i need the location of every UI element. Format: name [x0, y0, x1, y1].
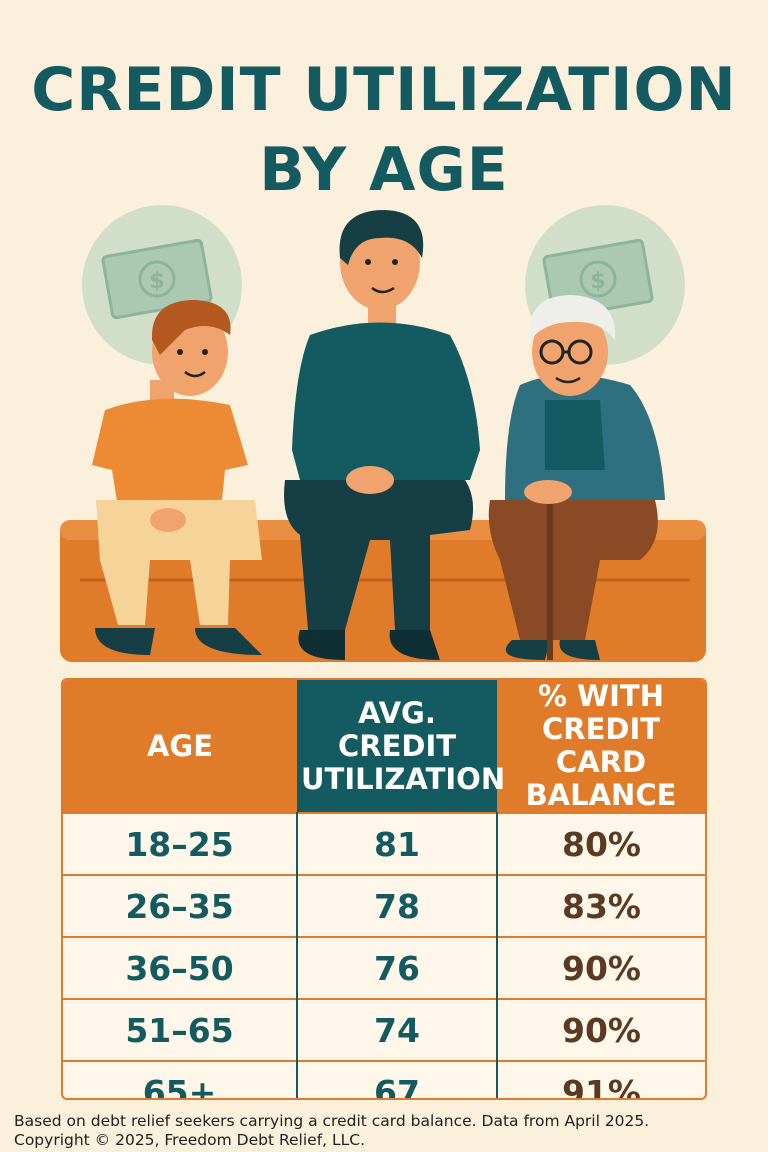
- title-line-2: BY AGE: [259, 135, 509, 205]
- header-age: AGE: [63, 680, 297, 813]
- elderly-woman-figure: [488, 295, 665, 660]
- pct-cell: 83%: [497, 874, 705, 937]
- age-cell: 65+: [63, 1060, 298, 1098]
- utilization-table: AGE AVG. CREDIT UTILIZATION % WITH CREDI…: [61, 678, 707, 1100]
- table-row: 18–25 81 80%: [63, 812, 705, 875]
- pct-cell: 90%: [497, 998, 705, 1061]
- pct-cell: 91%: [497, 1060, 705, 1098]
- pct-cell: 80%: [497, 812, 705, 875]
- svg-text:$: $: [590, 269, 605, 294]
- footnote-copyright: Copyright © 2025, Freedom Debt Relief, L…: [14, 1131, 366, 1149]
- header-pct-balance: % WITH CREDIT CARD BALANCE: [497, 680, 705, 813]
- table-header-row: AGE AVG. CREDIT UTILIZATION % WITH CREDI…: [63, 680, 705, 813]
- young-person-figure: [92, 300, 262, 655]
- header-avg-utilization: AVG. CREDIT UTILIZATION: [297, 680, 505, 813]
- illustration: $ $: [60, 205, 706, 662]
- age-cell: 51–65: [63, 998, 298, 1061]
- table-row: 36–50 76 90%: [63, 936, 705, 999]
- title-line-1: CREDIT UTILIZATION: [31, 55, 737, 125]
- svg-text:$: $: [149, 269, 164, 294]
- utilization-cell: 74: [297, 998, 498, 1061]
- utilization-cell: 76: [297, 936, 498, 999]
- middle-aged-man-figure: [284, 210, 480, 660]
- footnote: Based on debt relief seekers carrying a …: [14, 1112, 764, 1150]
- page-title: CREDIT UTILIZATION BY AGE: [0, 50, 768, 210]
- utilization-cell: 78: [297, 874, 498, 937]
- table-row: 65+ 67 91%: [63, 1060, 705, 1098]
- age-cell: 26–35: [63, 874, 298, 937]
- footnote-source: Based on debt relief seekers carrying a …: [14, 1112, 650, 1130]
- table-row: 51–65 74 90%: [63, 998, 705, 1061]
- pct-cell: 90%: [497, 936, 705, 999]
- utilization-cell: 81: [297, 812, 498, 875]
- table-row: 26–35 78 83%: [63, 874, 705, 937]
- age-cell: 18–25: [63, 812, 298, 875]
- utilization-cell: 67: [297, 1060, 498, 1098]
- age-cell: 36–50: [63, 936, 298, 999]
